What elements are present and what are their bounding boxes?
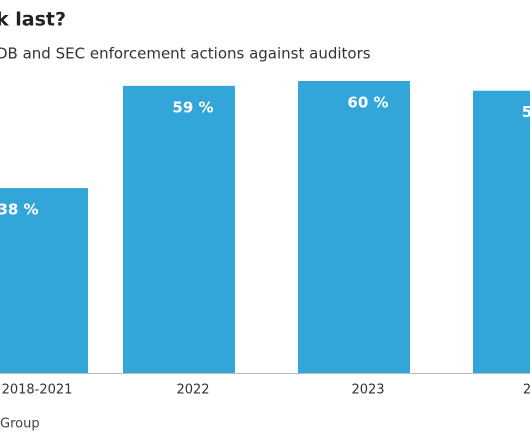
- bar: [473, 90, 530, 373]
- chart-title: k last?: [0, 9, 66, 31]
- x-tick-label: 2023: [351, 383, 384, 398]
- bar: [0, 188, 88, 373]
- bar: [298, 81, 410, 373]
- source: Group: [0, 417, 40, 432]
- x-tick-label: 2018-2021: [2, 383, 73, 398]
- value-label: 38 %: [0, 201, 39, 219]
- x-tick-label: 2: [523, 383, 530, 398]
- value-label: 5: [522, 103, 530, 121]
- bar: [123, 85, 235, 373]
- x-tick-label: 2022: [176, 383, 209, 398]
- value-label: 59 %: [172, 98, 213, 116]
- value-label: 60 %: [347, 94, 388, 112]
- chart-subtitle: DB and SEC enforcement actions against a…: [0, 45, 371, 63]
